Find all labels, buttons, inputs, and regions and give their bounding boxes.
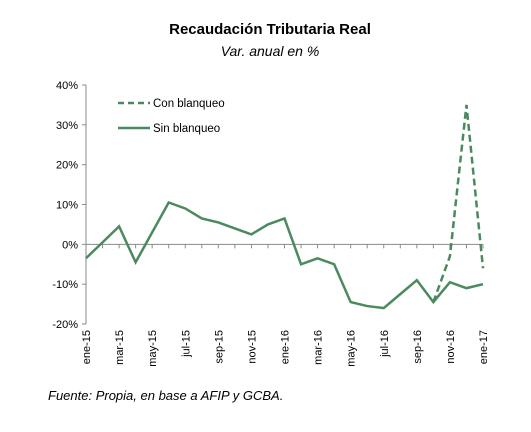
y-tick-label: -20% <box>52 319 78 331</box>
x-tick-label: ene-16 <box>280 330 292 364</box>
y-tick-label: -10% <box>52 279 78 291</box>
y-axis: 40% 30% 20% 10% 0% -10% -20% <box>52 80 87 331</box>
x-tick-label: mar-16 <box>313 330 325 365</box>
x-tick-label: sep-16 <box>412 330 424 364</box>
chart-source: Fuente: Propia, en base a AFIP y GCBA. <box>48 388 283 403</box>
x-tick-label: jul-15 <box>180 330 192 358</box>
series-line-con-blanqueo <box>432 104 485 303</box>
chart-subtitle: Var. anual en % <box>221 43 320 59</box>
y-tick-label: 30% <box>56 120 78 132</box>
x-tick-label: mar-15 <box>114 330 126 365</box>
y-tick-label: 40% <box>56 80 78 92</box>
y-tick-label: 20% <box>56 160 78 172</box>
x-tick-label: jul-16 <box>379 330 391 358</box>
legend: Con blanqueo Sin blanqueo <box>118 98 225 135</box>
x-tick-label: ene-15 <box>81 330 93 364</box>
y-tick-label: 10% <box>56 200 78 212</box>
x-tick-label: may-16 <box>346 330 358 367</box>
series-layer <box>85 104 485 310</box>
x-tick-label: nov-15 <box>246 330 258 364</box>
x-tick-label: nov-16 <box>445 330 457 364</box>
legend-label-sin-blanqueo: Sin blanqueo <box>153 123 220 135</box>
legend-label-con-blanqueo: Con blanqueo <box>153 98 225 110</box>
chart-title: Recaudación Tributaria Real <box>169 21 371 38</box>
x-tick-label: ene-17 <box>478 330 490 364</box>
y-tick-label: 0% <box>62 239 78 251</box>
x-tick-label: may-15 <box>147 330 159 367</box>
x-tick-label: sep-15 <box>213 330 225 364</box>
series-line-sin-blanqueo <box>85 200 484 310</box>
x-axis: ene-15 mar-15 may-15 jul-15 sep-15 nov-15 ene-… <box>81 243 490 367</box>
